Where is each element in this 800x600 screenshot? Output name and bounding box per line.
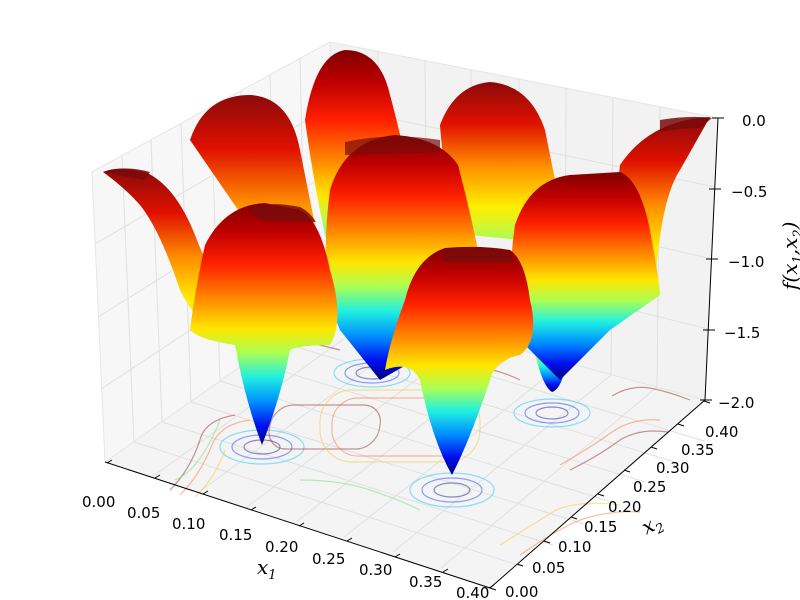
x1-tick-label: 0.25	[312, 550, 345, 568]
z-tick-label: −1.0	[728, 253, 764, 271]
z-axis-label: f(x1,x2)	[778, 222, 800, 293]
surface	[103, 50, 712, 475]
x2-tick-label: 0.00	[505, 583, 538, 600]
z-tick-label: 0.0	[742, 112, 766, 130]
x1-tick-label: 0.00	[82, 493, 115, 511]
x1-axis: 0.00 0.05 0.10 0.15 0.20 0.25 0.30 0.35 …	[82, 459, 495, 600]
x2-tick-label: 0.10	[558, 538, 591, 556]
x1-tick-label: 0.05	[127, 504, 160, 522]
x2-tick-label: 0.40	[705, 423, 738, 441]
x2-axis-label: x2	[637, 509, 667, 543]
z-tick-label: −2.0	[718, 394, 754, 412]
x2-tick-label: 0.30	[656, 459, 689, 477]
x1-tick-label: 0.20	[265, 538, 298, 556]
x1-tick-label: 0.35	[409, 573, 442, 591]
x1-axis-label: x1	[257, 555, 277, 583]
z-tick-label: −1.5	[724, 324, 760, 342]
x1-tick-label: 0.10	[172, 515, 205, 533]
x2-tick-label: 0.05	[532, 559, 565, 577]
x2-tick-label: 0.25	[633, 478, 666, 496]
x2-tick-label: 0.20	[608, 498, 641, 516]
z-tick-label: −0.5	[731, 183, 767, 201]
z-axis: 0.0 −0.5 −1.0 −1.5 −2.0 f(x1,x2)	[700, 112, 800, 412]
x1-tick-label: 0.15	[219, 526, 252, 544]
x2-tick-label: 0.15	[584, 518, 617, 536]
x2-tick-label: 0.35	[681, 441, 714, 459]
x1-tick-label: 0.30	[359, 561, 392, 579]
x1-tick-label: 0.40	[456, 584, 489, 600]
